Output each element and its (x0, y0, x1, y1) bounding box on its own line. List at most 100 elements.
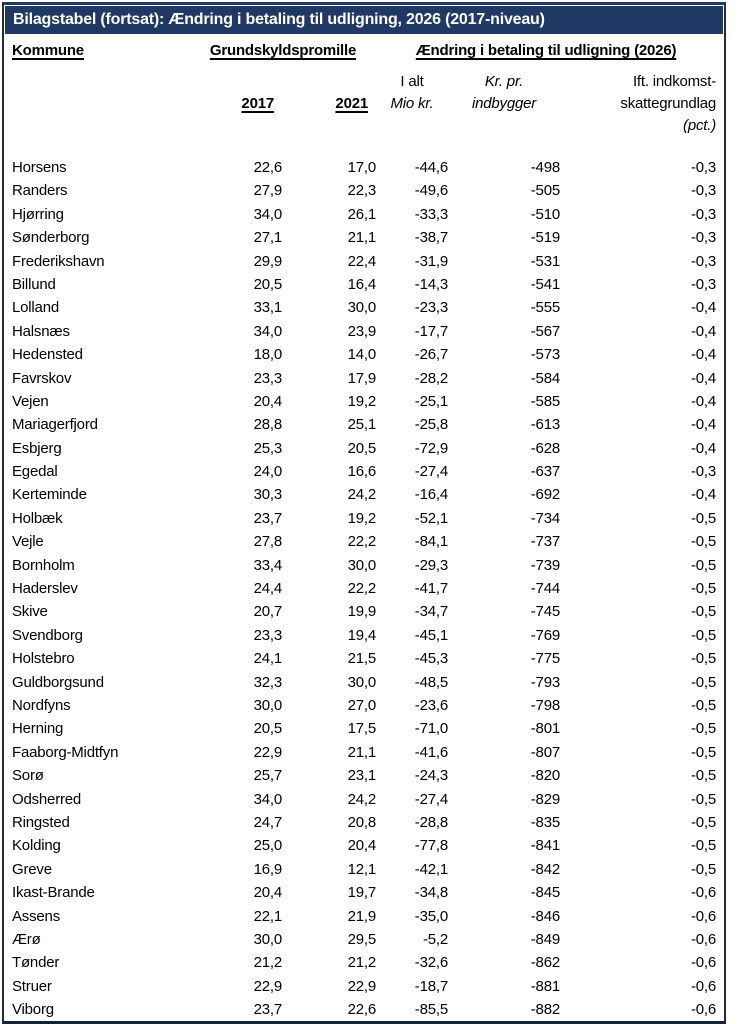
cell-i-alt-mio-kr: -45,3 (414, 650, 448, 668)
cell-grundskyld-2017: 30,0 (253, 930, 283, 948)
cell-kommune: Faaborg-Midtfyn (12, 743, 119, 761)
cell-kommune: Lolland (12, 299, 59, 317)
cell-i-alt-mio-kr: -25,1 (414, 392, 448, 410)
table-row: Assens 22,1 21,9 -35,0 -846 -0,6 (4, 905, 724, 928)
cell-pct-skattegrundlag: -0,4 (690, 369, 716, 387)
cell-grundskyld-2017: 23,7 (253, 509, 283, 527)
cell-i-alt-mio-kr: -32,6 (414, 954, 448, 972)
sub-header-row: 2017 2021 I alt Mio kr. Kr. pr. indbygge… (4, 71, 724, 137)
cell-pct-skattegrundlag: -0,5 (690, 860, 716, 878)
cell-kommune: Svendborg (12, 626, 83, 644)
cell-i-alt-mio-kr: -24,3 (414, 767, 448, 785)
sub-header-2017: 2017 (190, 71, 282, 137)
cell-kommune: Randers (12, 182, 68, 200)
cell-grundskyld-2017: 24,0 (253, 463, 283, 481)
table-row: Viborg 23,7 22,6 -85,5 -882 -0,6 (4, 998, 724, 1021)
table-row: Ringsted 24,7 20,8 -28,8 -835 -0,5 (4, 811, 724, 834)
cell-grundskyld-2017: 34,0 (253, 322, 283, 340)
cell-grundskyld-2021: 21,1 (347, 743, 377, 761)
cell-kr-pr-indbygger: -531 (530, 252, 560, 270)
table-row: Faaborg-Midtfyn 22,9 21,1 -41,6 -807 -0,… (4, 741, 724, 764)
cell-kr-pr-indbygger: -498 (530, 159, 560, 176)
table-row: Holbæk 23,7 19,2 -52,1 -734 -0,5 (4, 507, 724, 530)
cell-grundskyld-2021: 29,5 (347, 930, 377, 948)
cell-kr-pr-indbygger: -775 (530, 650, 560, 668)
cell-grundskyld-2017: 18,0 (253, 346, 283, 364)
cell-pct-skattegrundlag: -0,5 (690, 626, 716, 644)
cell-kommune: Kolding (12, 837, 61, 855)
cell-kr-pr-indbygger: -835 (530, 813, 560, 831)
cell-kr-pr-indbygger: -541 (530, 275, 560, 293)
cell-kr-pr-indbygger: -881 (530, 977, 560, 995)
cell-kommune: Holstebro (12, 650, 75, 668)
table-row: Esbjerg 25,3 20,5 -72,9 -628 -0,4 (4, 437, 724, 460)
cell-i-alt-mio-kr: -72,9 (414, 439, 448, 457)
cell-kr-pr-indbygger: -846 (530, 907, 560, 925)
cell-grundskyld-2021: 17,5 (347, 720, 377, 738)
cell-kr-pr-indbygger: -807 (530, 743, 560, 761)
cell-grundskyld-2017: 32,3 (253, 673, 283, 691)
cell-kommune: Mariagerfjord (12, 416, 98, 434)
cell-pct-skattegrundlag: -0,5 (690, 673, 716, 691)
cell-pct-skattegrundlag: -0,3 (690, 182, 716, 200)
cell-grundskyld-2017: 20,4 (253, 392, 283, 410)
cell-pct-skattegrundlag: -0,5 (690, 533, 716, 551)
cell-grundskyld-2021: 24,2 (347, 486, 377, 504)
table-row: Horsens 22,6 17,0 -44,6 -498 -0,3 (4, 156, 724, 179)
group-header-row: Kommune Grundskyldspromille Ændring i be… (4, 39, 724, 63)
cell-kommune: Hjørring (12, 205, 64, 223)
cell-i-alt-mio-kr: -26,7 (414, 346, 448, 364)
cell-grundskyld-2021: 22,6 (347, 1001, 377, 1019)
cell-i-alt-mio-kr: -38,7 (414, 229, 448, 247)
sub-header-skattegrundlag: Ift. indkomst- skattegrundlag (pct.) (560, 71, 716, 137)
table-row: Greve 16,9 12,1 -42,1 -842 -0,5 (4, 858, 724, 881)
table-row: Egedal 24,0 16,6 -27,4 -637 -0,3 (4, 460, 724, 483)
cell-kommune: Ikast-Brande (12, 884, 95, 902)
cell-grundskyld-2021: 21,5 (347, 650, 377, 668)
cell-grundskyld-2021: 22,2 (347, 533, 377, 551)
cell-kommune: Bornholm (12, 556, 75, 574)
table-row: Nordfyns 30,0 27,0 -23,6 -798 -0,5 (4, 694, 724, 717)
cell-kr-pr-indbygger: -801 (530, 720, 560, 738)
cell-grundskyld-2021: 14,0 (347, 346, 377, 364)
table-row: Vejle 27,8 22,2 -84,1 -737 -0,5 (4, 530, 724, 553)
cell-kommune: Viborg (12, 1001, 54, 1019)
cell-pct-skattegrundlag: -0,5 (690, 580, 716, 598)
cell-grundskyld-2017: 16,9 (253, 860, 283, 878)
cell-grundskyld-2021: 30,0 (347, 299, 377, 317)
cell-kommune: Tønder (12, 954, 60, 972)
cell-kr-pr-indbygger: -820 (530, 767, 560, 785)
cell-i-alt-mio-kr: -23,6 (414, 696, 448, 714)
cell-grundskyld-2021: 19,9 (347, 603, 377, 621)
column-header-skattegrundlag: skattegrundlag (620, 95, 716, 112)
cell-i-alt-mio-kr: -5,2 (422, 930, 448, 948)
cell-i-alt-mio-kr: -84,1 (414, 533, 448, 551)
cell-pct-skattegrundlag: -0,3 (690, 205, 716, 223)
table-row: Sorø 25,7 23,1 -24,3 -820 -0,5 (4, 764, 724, 787)
cell-kommune: Ærø (12, 930, 41, 948)
cell-grundskyld-2021: 16,4 (347, 275, 377, 293)
table-row: Ikast-Brande 20,4 19,7 -34,8 -845 -0,6 (4, 881, 724, 904)
cell-grundskyld-2021: 27,0 (347, 696, 377, 714)
table-row: Hedensted 18,0 14,0 -26,7 -573 -0,4 (4, 343, 724, 366)
cell-kommune: Greve (12, 860, 52, 878)
cell-grundskyld-2021: 22,3 (347, 182, 377, 200)
column-header-kr-pr: Kr. pr. (484, 73, 524, 90)
cell-pct-skattegrundlag: -0,5 (690, 743, 716, 761)
cell-pct-skattegrundlag: -0,5 (690, 837, 716, 855)
cell-grundskyld-2017: 20,5 (253, 275, 283, 293)
cell-pct-skattegrundlag: -0,3 (690, 229, 716, 247)
cell-kr-pr-indbygger: -842 (530, 860, 560, 878)
cell-i-alt-mio-kr: -42,1 (414, 860, 448, 878)
cell-kr-pr-indbygger: -829 (530, 790, 560, 808)
cell-grundskyld-2017: 24,7 (253, 813, 283, 831)
cell-kommune: Horsens (12, 159, 67, 176)
cell-i-alt-mio-kr: -77,8 (414, 837, 448, 855)
cell-grundskyld-2021: 20,8 (347, 813, 377, 831)
table-row: Lolland 33,1 30,0 -23,3 -555 -0,4 (4, 296, 724, 319)
cell-i-alt-mio-kr: -52,1 (414, 509, 448, 527)
cell-grundskyld-2017: 24,4 (253, 580, 283, 598)
table-row: Bornholm 33,4 30,0 -29,3 -739 -0,5 (4, 554, 724, 577)
cell-grundskyld-2017: 27,9 (253, 182, 283, 200)
cell-i-alt-mio-kr: -14,3 (414, 275, 448, 293)
